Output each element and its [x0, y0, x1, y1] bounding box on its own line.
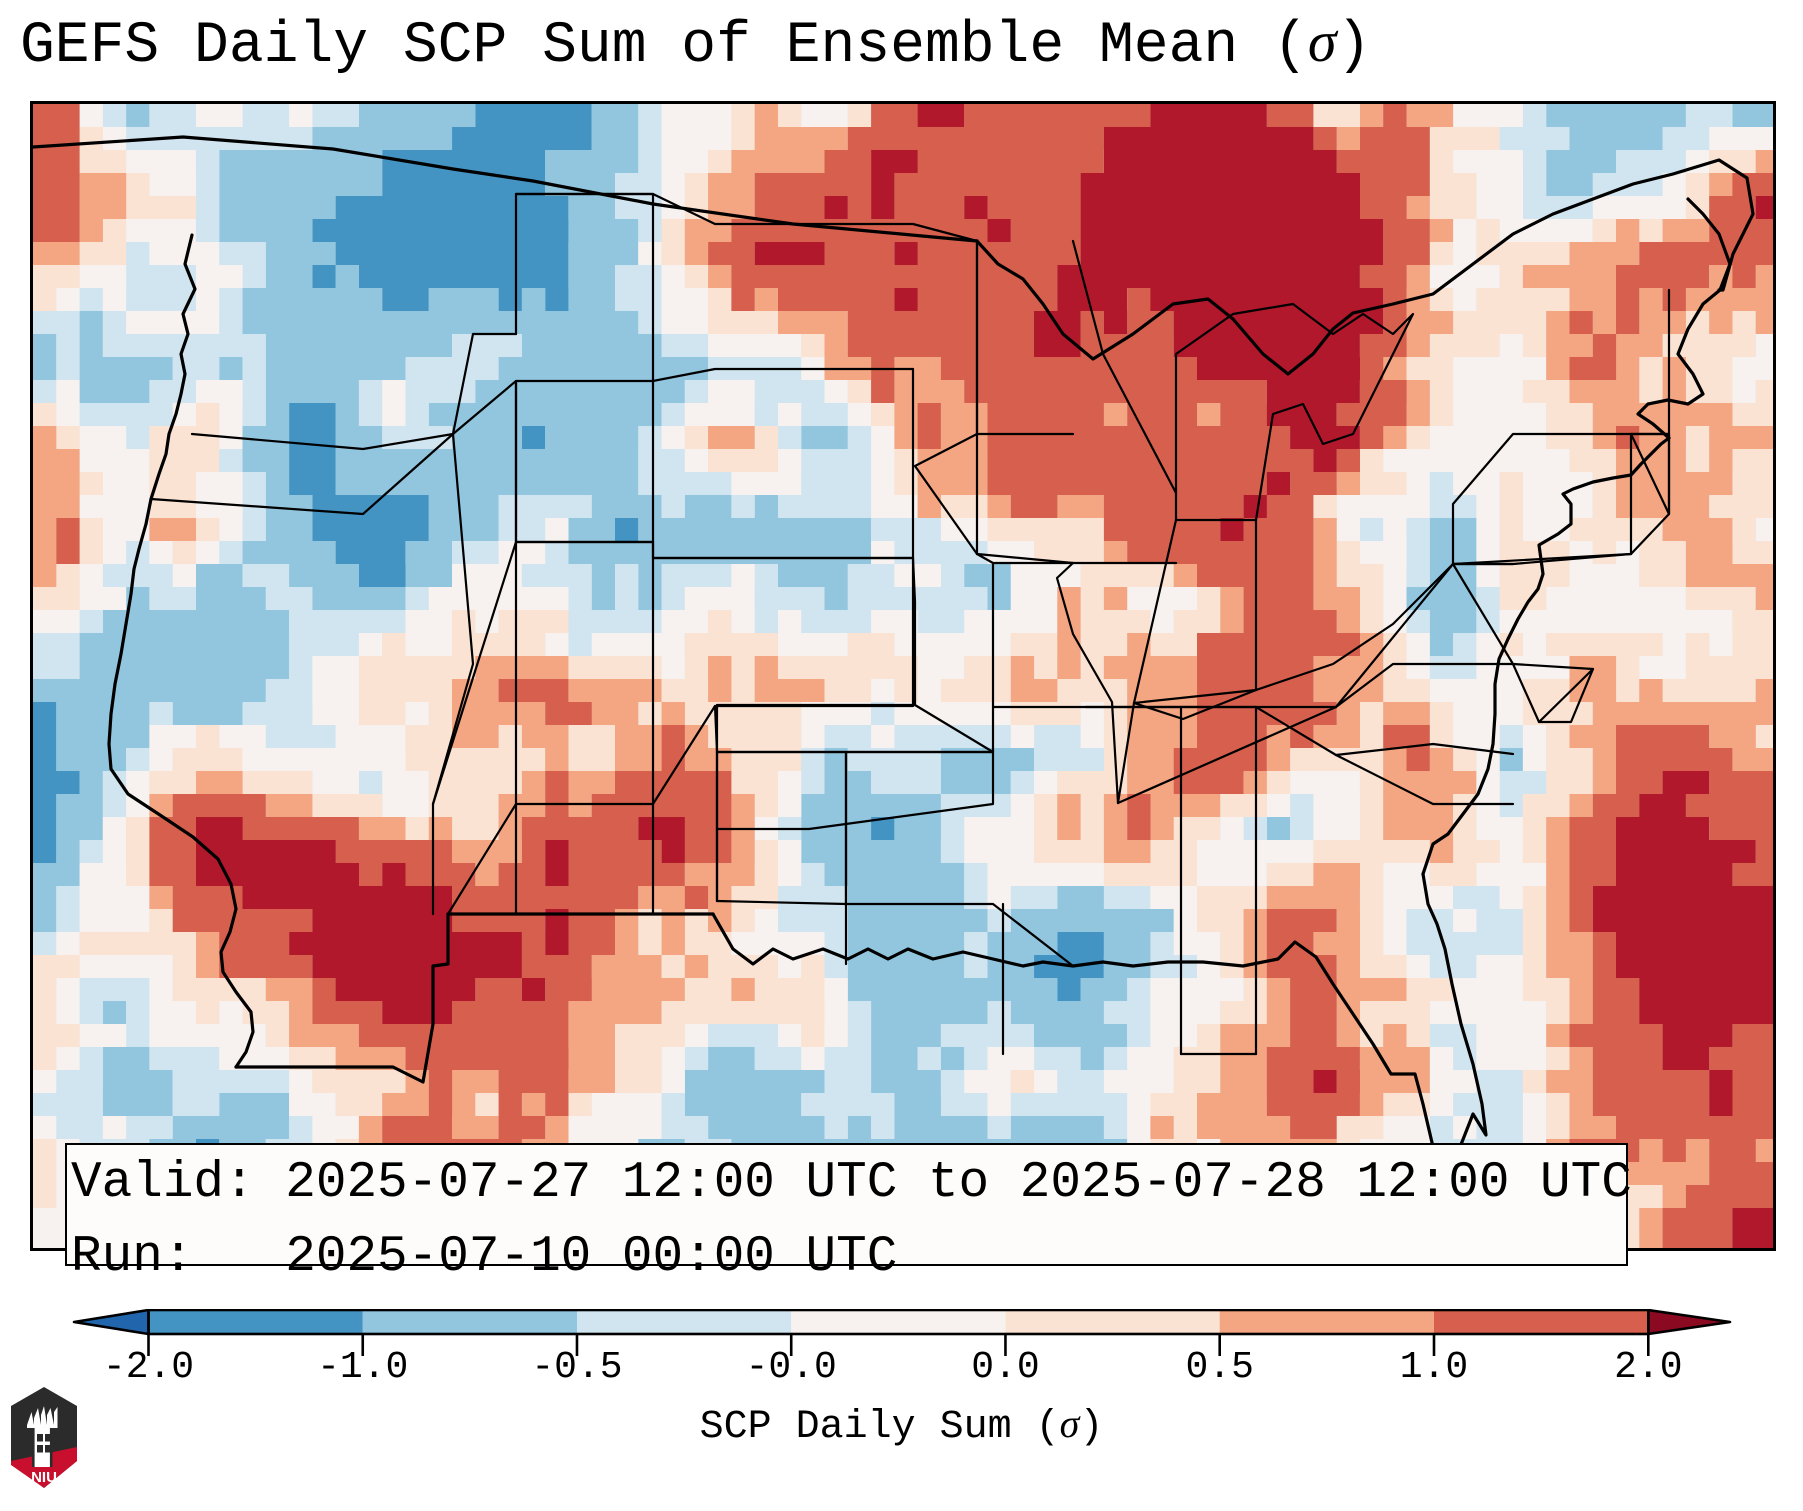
svg-text:NIU: NIU — [31, 1469, 57, 1486]
